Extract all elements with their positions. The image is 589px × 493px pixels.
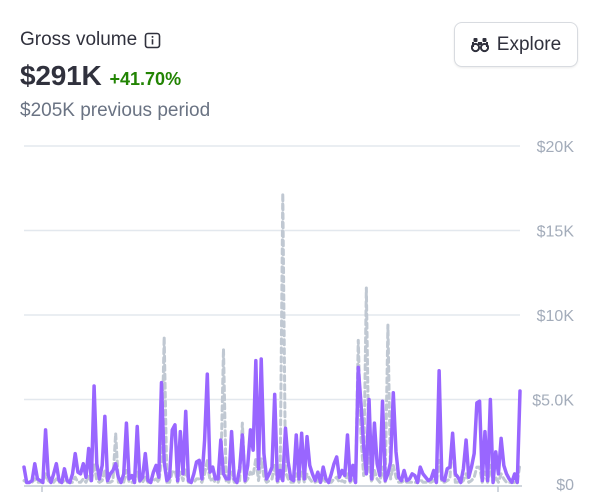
y-tick-label: $10K (537, 308, 575, 325)
y-tick-label: $20K (537, 139, 575, 156)
title-row: Gross volume (20, 26, 210, 54)
current-period-series-line (22, 357, 522, 485)
previous-period-value: $205K previous period (20, 100, 211, 121)
explore-button[interactable]: Explore (454, 22, 578, 67)
change-percentage: +41.70% (109, 69, 182, 89)
chart-header: Gross volume $291K +41.70% $205K previou… (20, 26, 210, 122)
y-tick-label: $15K (537, 224, 575, 241)
gross-volume-value: $291K (20, 60, 102, 91)
y-axis-ticks: $20K $15K $10K $5.0K $0 (532, 139, 574, 493)
explore-label: Explore (496, 33, 562, 55)
value-row: $291K +41.70% (20, 60, 210, 92)
chart-title: Gross volume (20, 29, 138, 50)
y-tick-label: $5.0K (532, 393, 574, 410)
x-axis (24, 485, 522, 492)
binoculars-icon (470, 37, 489, 53)
y-tick-label: $0 (556, 477, 574, 493)
grid-lines (24, 145, 520, 401)
chart-series (22, 191, 522, 485)
info-icon[interactable] (144, 32, 161, 49)
